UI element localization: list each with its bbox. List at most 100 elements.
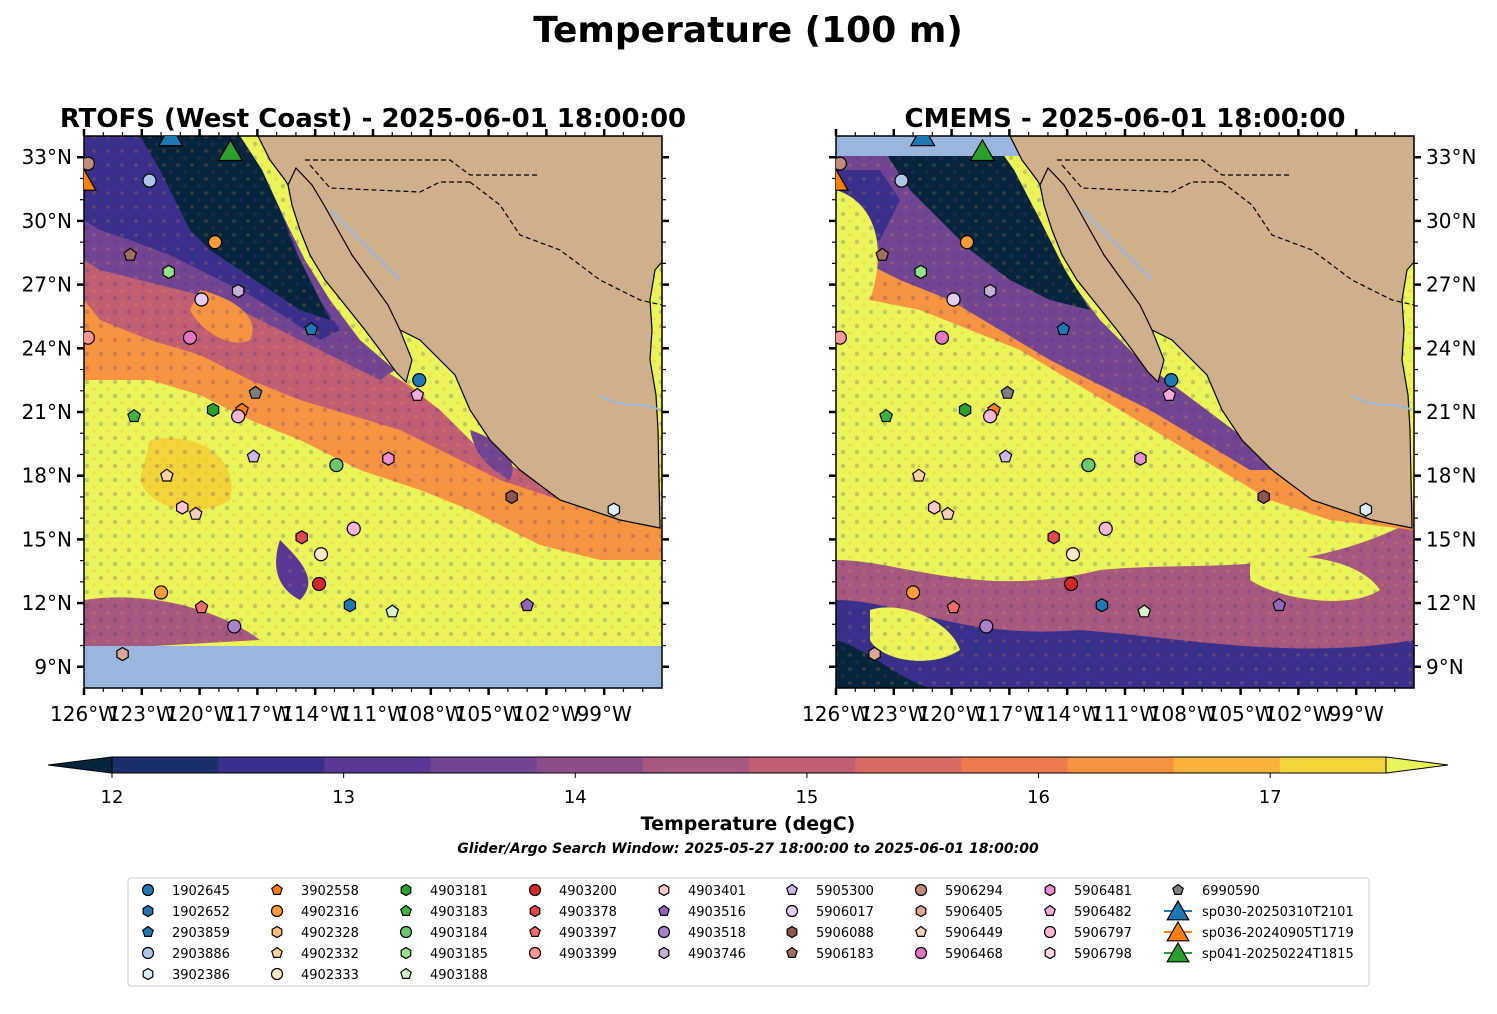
float-marker <box>1081 457 1096 473</box>
legend-marker <box>914 946 928 960</box>
colorbar-frame <box>111 756 1387 774</box>
legend-marker <box>271 946 283 958</box>
legend-label: 4902328 <box>301 926 359 941</box>
legend-label: 5906017 <box>816 905 874 920</box>
float-marker <box>382 451 395 466</box>
x-tick-label: 102°W <box>1264 702 1332 726</box>
colorbar-segment <box>1279 757 1387 773</box>
float-marker <box>969 138 996 162</box>
x-tick-label: 108°W <box>1149 702 1217 726</box>
x-tick-label: 108°W <box>397 702 465 726</box>
legend-label: 4903746 <box>688 947 746 962</box>
float-marker <box>329 457 344 473</box>
legend-label: 5906405 <box>945 905 1003 920</box>
legend-marker <box>658 946 670 960</box>
float-marker <box>194 600 209 614</box>
y-tick-label: 33°N <box>22 145 72 169</box>
colorbar-segment <box>1173 757 1281 773</box>
float-marker <box>206 402 220 418</box>
x-tick-label: 99°W <box>577 702 632 726</box>
colorbar-tick-label: 13 <box>332 787 355 808</box>
legend-marker <box>1044 946 1056 960</box>
x-tick-label: 99°W <box>1329 702 1384 726</box>
float-marker <box>1164 373 1179 388</box>
legend-marker <box>270 904 284 918</box>
float-marker <box>231 283 245 299</box>
float-marker <box>607 502 621 517</box>
float-marker <box>385 604 400 618</box>
y-tick-label: 30°N <box>22 209 72 233</box>
rtofs-float-markers <box>84 136 621 662</box>
float-marker <box>959 235 975 250</box>
cmems-map-area <box>836 136 1414 688</box>
colorbar-segment <box>430 757 538 773</box>
legend-label: 4903183 <box>430 905 488 920</box>
float-marker <box>313 547 329 562</box>
float-marker <box>84 168 97 191</box>
float-marker <box>934 330 950 345</box>
x-tick-label: 111°W <box>339 702 407 726</box>
float-marker <box>946 600 961 614</box>
float-marker <box>1272 597 1287 612</box>
float-marker <box>295 530 308 545</box>
float-marker <box>248 385 263 399</box>
legend-marker <box>400 883 412 897</box>
figure-title: Temperature (100 m) <box>533 10 963 51</box>
legend-label: 4903518 <box>688 926 746 941</box>
legend-label: 4903185 <box>430 947 488 962</box>
legend-label: 4902332 <box>301 947 359 962</box>
river <box>1081 209 1153 281</box>
float-marker <box>311 576 327 592</box>
legend-marker <box>1172 883 1184 895</box>
colorbar-segment <box>749 757 856 773</box>
x-tick-label: 120°W <box>918 702 986 726</box>
legend-marker <box>399 925 413 939</box>
float-marker <box>142 173 157 188</box>
baja-peninsula <box>287 166 413 384</box>
borders <box>305 159 662 306</box>
float-marker <box>836 156 847 171</box>
colorbar-segment <box>855 757 962 773</box>
cmems-axes: 126°W123°W120°W117°W114°W111°W108°W105°W… <box>802 129 1476 726</box>
colorbar-segment <box>218 757 325 773</box>
legend-marker <box>141 883 155 897</box>
colorbar-extend-high <box>1385 756 1449 774</box>
legend-marker <box>141 946 155 960</box>
legend-label: 5905300 <box>816 884 874 899</box>
float-marker <box>343 598 357 613</box>
legend-label: sp030-20250310T2101 <box>1202 905 1354 920</box>
float-marker <box>84 330 95 345</box>
x-tick-label: 105°W <box>1207 702 1275 726</box>
legend-box <box>127 877 1370 987</box>
legend-label: 4903181 <box>430 884 488 899</box>
float-marker <box>979 619 994 634</box>
legend-label: 4903401 <box>688 884 746 899</box>
legend-label: 5906481 <box>1074 884 1132 899</box>
colorbar-label: Temperature (degC) <box>641 813 856 835</box>
x-tick-label: 123°W <box>860 702 928 726</box>
cmems-land <box>1009 136 1414 529</box>
search-window-caption: Glider/Argo Search Window: 2025-05-27 18… <box>457 841 1039 857</box>
x-tick-label: 114°W <box>1033 702 1101 726</box>
float-marker <box>879 408 894 423</box>
legend-label: 4903184 <box>430 926 488 941</box>
legend-label: 4903399 <box>559 947 617 962</box>
float-marker <box>836 168 849 191</box>
float-marker <box>505 489 518 505</box>
float-marker <box>1000 385 1015 399</box>
float-marker <box>914 264 927 280</box>
legend-label: 5906468 <box>945 947 1003 962</box>
legend-label: 5906088 <box>816 926 874 941</box>
float-marker <box>905 585 921 600</box>
float-marker <box>1162 387 1177 401</box>
float-marker <box>1065 547 1081 562</box>
float-marker <box>1137 604 1152 618</box>
float-marker <box>217 138 244 162</box>
legend-label: 5906183 <box>816 947 874 962</box>
legend-marker <box>914 883 928 897</box>
legend-marker <box>529 904 541 918</box>
rtofs-map-area <box>84 136 662 688</box>
float-marker <box>231 409 246 424</box>
river <box>1351 394 1413 411</box>
